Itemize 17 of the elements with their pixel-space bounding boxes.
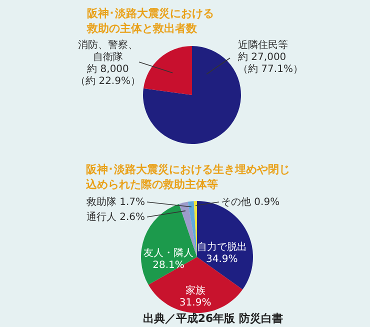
- slice-label: 自力で脱出: [196, 240, 247, 253]
- chart-title: 阪神･淡路大震災における生き埋めや閉じ込められた際の救助主体等: [85, 163, 290, 191]
- pie-slice: [143, 46, 192, 95]
- data-label: 約 27,000 （約 77.1%）: [238, 52, 303, 75]
- source-note: 出典／平成26年版 防災白書: [142, 312, 283, 325]
- slice-label: 通行人 2.6%: [86, 211, 145, 223]
- chart-title: 阪神･淡路大震災における救助の主体と救出者数: [86, 7, 214, 35]
- slice-label: 家族: [185, 284, 206, 297]
- data-label: 31.9%: [179, 298, 212, 309]
- slice-label: 友人・隣人: [143, 246, 194, 259]
- slice-label: 救助隊 1.7%: [85, 196, 145, 208]
- slice-label: 近隣住民等: [238, 39, 288, 51]
- data-label: 28.1%: [152, 260, 184, 271]
- data-label: 34.9%: [206, 254, 238, 265]
- data-label: 約 8,000 （約 22.9%）: [76, 64, 140, 87]
- slice-label: その他 0.9%: [221, 196, 280, 208]
- slice-label: 消防、警察、自衛隊: [78, 39, 138, 63]
